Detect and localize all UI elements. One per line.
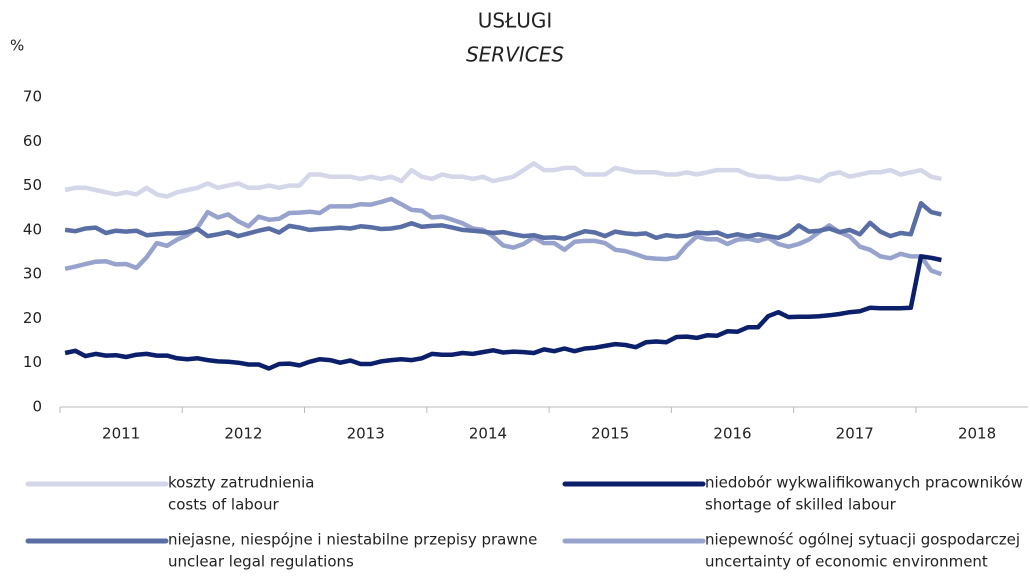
y-tick-label: 20 [23, 309, 42, 327]
legend-label: uncertainty of economic environment [705, 553, 988, 571]
legend-label: koszty zatrudnienia [168, 474, 314, 492]
x-tick-label: 2014 [469, 425, 507, 443]
x-tick-label: 2015 [591, 425, 629, 443]
legend-label: unclear legal regulations [168, 553, 354, 571]
x-tick-label: 2013 [347, 425, 385, 443]
x-tick-label: 2011 [102, 425, 140, 443]
legend-label: shortage of skilled labour [705, 496, 897, 514]
legend-label: niedobór wykwalifikowanych pracowników [705, 474, 1023, 492]
x-tick-label: 2018 [958, 425, 996, 443]
series-line [64, 254, 942, 371]
y-tick-label: 40 [23, 220, 42, 238]
y-tick-label: 70 [23, 88, 42, 106]
x-tick-label: 2016 [713, 425, 751, 443]
x-tick-label: 2012 [224, 425, 262, 443]
y-tick-label: 0 [32, 398, 42, 416]
x-tick-label: 2017 [836, 425, 874, 443]
series-line [64, 201, 942, 241]
y-axis-label: % [10, 37, 24, 55]
y-tick-label: 50 [23, 176, 42, 194]
legend-label: niepewność ogólnej sytuacji gospodarczej [705, 531, 1020, 549]
y-tick-label: 60 [23, 132, 42, 150]
y-tick-label: 30 [23, 265, 42, 283]
series-line [64, 161, 942, 199]
legend-label: costs of labour [168, 496, 279, 514]
y-tick-label: 10 [23, 353, 42, 371]
series-line [64, 196, 943, 277]
chart-subtitle: SERVICES [466, 43, 564, 67]
chart-title: USŁUGI [478, 9, 553, 33]
legend-label: niejasne, niespójne i niestabilne przepi… [168, 531, 537, 549]
